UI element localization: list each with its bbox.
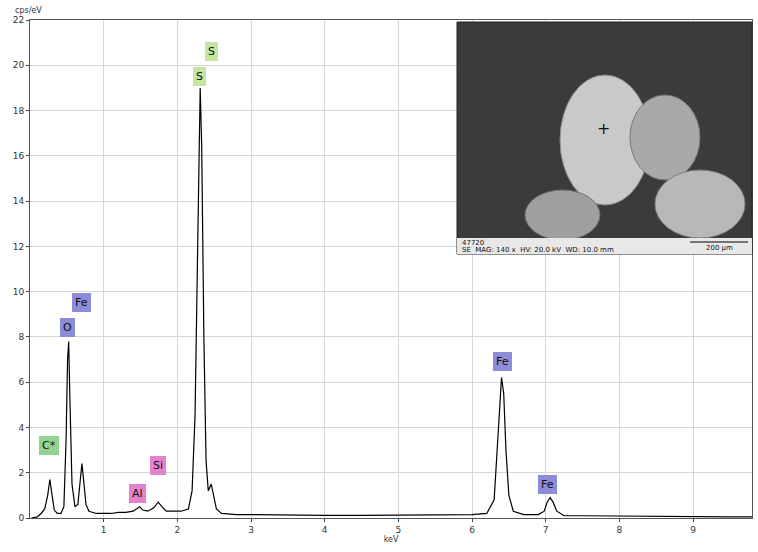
svg-text:8: 8: [617, 525, 623, 535]
svg-text:O: O: [63, 321, 72, 334]
svg-text:S: S: [208, 45, 215, 58]
svg-text:C*: C*: [42, 439, 56, 452]
svg-text:14: 14: [13, 196, 25, 206]
svg-text:+: +: [597, 119, 610, 138]
svg-text:6: 6: [469, 525, 475, 535]
svg-text:18: 18: [13, 106, 25, 116]
svg-text:12: 12: [13, 242, 24, 252]
svg-text:0: 0: [18, 513, 24, 523]
svg-text:Fe: Fe: [75, 296, 88, 309]
svg-text:8: 8: [18, 332, 24, 342]
svg-text:5: 5: [396, 525, 402, 535]
svg-text:2: 2: [174, 525, 180, 535]
svg-text:10: 10: [13, 287, 25, 297]
svg-text:1: 1: [101, 525, 107, 535]
svg-text:4: 4: [322, 525, 328, 535]
svg-text:6: 6: [18, 377, 24, 387]
svg-text:200 µm: 200 µm: [706, 244, 733, 252]
svg-text:22: 22: [13, 15, 24, 25]
svg-text:9: 9: [690, 525, 696, 535]
svg-text:2: 2: [18, 468, 24, 478]
svg-text:S: S: [196, 70, 203, 83]
svg-text:3: 3: [248, 525, 254, 535]
svg-text:20: 20: [13, 60, 25, 70]
svg-text:keV: keV: [384, 535, 399, 544]
svg-text:Fe: Fe: [541, 478, 554, 491]
svg-text:7: 7: [543, 525, 549, 535]
svg-text:47720: 47720: [462, 239, 484, 247]
svg-text:cps/eV: cps/eV: [15, 6, 42, 15]
svg-text:Si: Si: [153, 459, 163, 472]
svg-text:Al: Al: [132, 487, 143, 500]
svg-text:4: 4: [18, 423, 24, 433]
svg-text:16: 16: [13, 151, 25, 161]
svg-text:SE MAG: 140 x HV: 20.0 kV W: SE MAG: 140 x HV: 20.0 kV WD: 10.0 mm: [462, 246, 614, 254]
svg-text:Fe: Fe: [496, 355, 509, 368]
